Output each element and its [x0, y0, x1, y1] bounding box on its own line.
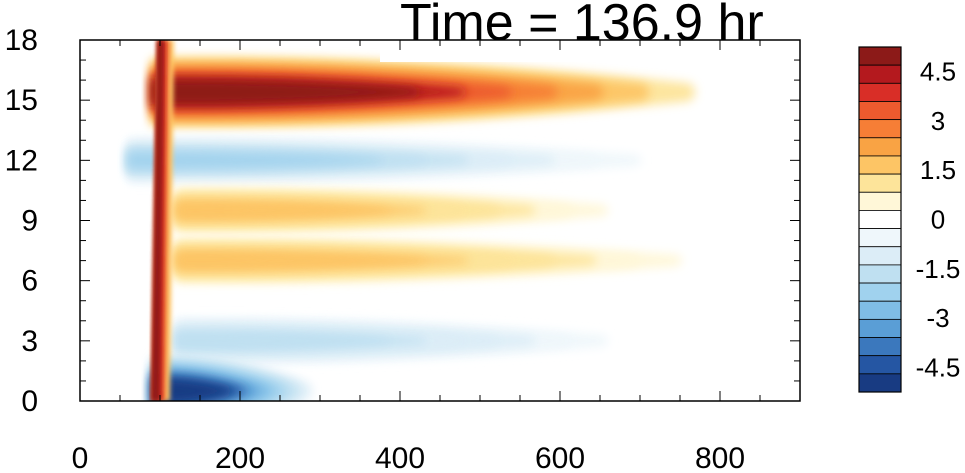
y-tick-label: 18 [5, 24, 38, 57]
x-axis: 0 200 400 600 800 [72, 40, 801, 473]
field-vertical-front [152, 40, 174, 401]
colorbar-segment [858, 228, 902, 248]
colorbar-segment [858, 64, 902, 84]
colorbar-segment [858, 300, 902, 320]
colorbar-segment [858, 210, 902, 229]
y-tick-label: 15 [5, 84, 38, 117]
band-contour [176, 252, 426, 269]
band-contour [152, 378, 233, 401]
colorbar-segment [858, 318, 902, 338]
colorbar-segment [858, 373, 902, 393]
field-mid-warm-band-6 [176, 237, 683, 284]
colorbar-segment [858, 137, 902, 157]
field-mid-warm-band-9 [176, 187, 609, 234]
x-tick-label: 400 [375, 442, 425, 473]
colorbar-label: 1.5 [920, 155, 956, 185]
colorbar-segment [858, 119, 902, 139]
colorbar-segment [858, 173, 902, 193]
x-tick-label: 600 [535, 442, 585, 473]
front-layer [152, 40, 163, 401]
field-upper-warm-band [152, 56, 696, 128]
colorbar-segment [858, 155, 902, 175]
field-surface-cold-pool [152, 355, 312, 401]
y-axis: 0 3 6 9 12 15 18 [5, 24, 800, 418]
heatmap-field [128, 40, 696, 401]
colorbar-segment [858, 46, 902, 66]
y-tick-label: 12 [5, 144, 38, 177]
y-tick-label: 0 [21, 385, 38, 418]
field-low-cool-band [176, 317, 609, 364]
colorbar-label: -1.5 [916, 254, 961, 284]
colorbar-label: 0 [931, 205, 945, 235]
band-contour [176, 202, 390, 219]
colorbar-label: 3 [931, 106, 945, 136]
band-contour [152, 80, 420, 105]
chart-title: Time = 136.9 hr [400, 0, 764, 52]
colorbar-label: 4.5 [920, 57, 956, 87]
x-tick-label: 0 [72, 442, 89, 473]
colorbar-segment [858, 264, 902, 284]
colorbar-segment [858, 282, 902, 302]
colorbar-segment [858, 355, 902, 375]
x-tick-label: 800 [695, 442, 745, 473]
colorbar-segment [858, 246, 902, 266]
colorbar-label: -4.5 [916, 352, 961, 382]
colorbar-frame [858, 46, 902, 393]
x-tick-label: 200 [215, 442, 265, 473]
band-contour [176, 333, 390, 349]
top-right-mask [380, 40, 800, 62]
colorbar-segment [858, 82, 902, 102]
colorbar: 4.5 3 1.5 0 -1.5 -3 -4.5 [858, 46, 961, 393]
field-upper-cool-band [128, 137, 642, 184]
colorbar-label: -3 [926, 303, 949, 333]
colorbar-segment [858, 337, 902, 357]
y-tick-label: 3 [21, 325, 38, 358]
colorbar-segment [858, 101, 902, 121]
colorbar-segment [858, 191, 902, 211]
y-tick-label: 9 [21, 205, 38, 238]
y-tick-label: 6 [21, 265, 38, 298]
band-contour [128, 152, 382, 169]
